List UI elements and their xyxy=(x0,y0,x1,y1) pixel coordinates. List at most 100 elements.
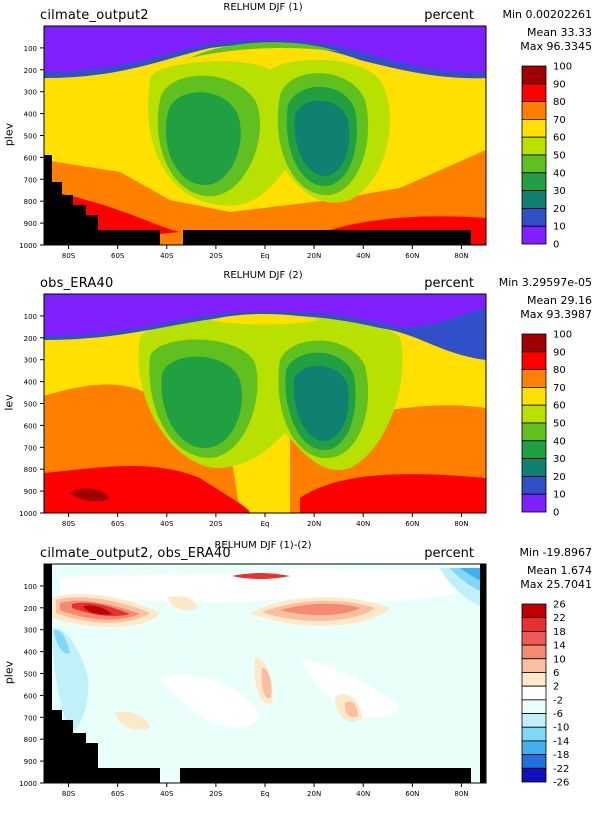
y-axis: 100 200 300 400 500 600 700 800 900 1000 xyxy=(19,583,44,788)
y-tick-label: 300 xyxy=(24,89,37,97)
colorbar-label: 100 xyxy=(553,330,572,341)
x-tick-label: 40N xyxy=(356,520,370,528)
x-tick-label: 20N xyxy=(307,252,321,260)
colorbar-label: -2 xyxy=(553,695,563,706)
colorbar-swatch xyxy=(521,172,547,192)
y-axis-title: plev xyxy=(2,660,16,685)
x-tick-label: 60S xyxy=(111,790,125,798)
y-tick-label: 400 xyxy=(24,111,37,119)
colorbar-label: 26 xyxy=(553,600,566,611)
y-tick-label: 800 xyxy=(24,466,37,474)
colorbar: 26 22 18 14 10 6 2 -2 -6 -10 -14 -18 -22 -26 xyxy=(521,600,569,789)
colorbar-swatch xyxy=(521,387,547,406)
colorbar-label: 0 xyxy=(553,240,559,251)
x-tick-label: 80N xyxy=(454,520,468,528)
y-tick-label: 700 xyxy=(24,176,37,184)
colorbar-label: 6 xyxy=(553,668,559,679)
colorbar-swatch xyxy=(521,440,547,460)
colorbar-label: -6 xyxy=(553,709,563,720)
stat-min: Min 3.29597e-05 xyxy=(498,276,592,289)
colorbar-swatch xyxy=(521,333,547,353)
colorbar-label: 40 xyxy=(553,436,566,447)
y-tick-label: 1000 xyxy=(19,242,37,250)
x-tick-label: 20N xyxy=(307,790,321,798)
contour-field xyxy=(44,294,486,513)
x-axis: 80S 60S 40S 20S Eq 20N 40N 60N 80N xyxy=(62,513,469,528)
colorbar-swatch xyxy=(521,767,547,783)
x-tick-label: Eq xyxy=(261,520,270,528)
panel-title-left: cilmate_output2 xyxy=(40,8,149,23)
panel-difference: 100 200 300 400 500 600 700 800 900 1000 80S 60S 40… xyxy=(0,538,606,806)
heatmap-plot-difference: 100 200 300 400 500 600 700 800 900 1000 80S 60S 40… xyxy=(19,563,569,798)
colorbar-label: 50 xyxy=(553,151,566,162)
stat-mean: Mean 29.16 xyxy=(527,294,592,307)
x-tick-label: Eq xyxy=(261,252,270,260)
stat-min: Min 0.00202261 xyxy=(502,8,593,21)
y-tick-label: 1000 xyxy=(19,780,37,788)
colorbar-label: 60 xyxy=(553,401,566,412)
y-tick-label: 300 xyxy=(24,357,37,365)
y-axis: 100 200 300 400 500 600 700 800 900 1000 xyxy=(19,313,44,518)
y-tick-label: 500 xyxy=(24,133,37,141)
colorbar-swatch xyxy=(521,83,547,103)
x-tick-label: 80S xyxy=(62,520,76,528)
x-tick-label: 60S xyxy=(111,520,125,528)
colorbar-label: 10 xyxy=(553,654,566,665)
x-tick-label: 80S xyxy=(62,790,76,798)
colorbar-swatch xyxy=(521,617,547,632)
panel-obs: 100 200 300 400 500 600 700 800 900 1000 80S 60S 40… xyxy=(0,268,606,536)
y-axis-title: plev xyxy=(2,122,16,147)
stat-min: Min -19.8967 xyxy=(519,546,592,559)
colorbar-swatch xyxy=(521,754,547,769)
colorbar-label: 2 xyxy=(553,682,559,693)
colorbar-label: 22 xyxy=(553,613,566,624)
x-tick-label: 20S xyxy=(209,252,223,260)
colorbar-label: 20 xyxy=(553,472,566,483)
y-tick-label: 900 xyxy=(24,220,37,228)
y-tick-label: 800 xyxy=(24,198,37,206)
colorbar-swatch xyxy=(521,422,547,442)
colorbar-swatch xyxy=(521,225,547,245)
stat-mean: Mean 1.674 xyxy=(527,564,592,577)
y-tick-label: 500 xyxy=(24,671,37,679)
colorbar-label: 30 xyxy=(553,186,566,197)
y-tick-label: 400 xyxy=(24,649,37,657)
colorbar-swatch xyxy=(521,65,547,85)
colorbar-label: 90 xyxy=(553,347,566,358)
colorbar-label: 10 xyxy=(553,222,566,233)
y-tick-label: 100 xyxy=(24,45,37,53)
stat-max: Max 93.3987 xyxy=(520,308,592,321)
colorbar-label: 90 xyxy=(553,79,566,90)
colorbar-swatch xyxy=(521,685,547,701)
contour-field xyxy=(44,564,486,783)
x-tick-label: 80S xyxy=(62,252,76,260)
colorbar-label: -14 xyxy=(553,736,569,747)
panel-title-left: obs_ERA40 xyxy=(40,276,114,291)
colorbar-label: 100 xyxy=(553,62,572,73)
x-axis: 80S 60S 40S 20S Eq 20N 40N 60N 80N xyxy=(62,245,469,260)
colorbar-label: 60 xyxy=(553,133,566,144)
colorbar-swatch xyxy=(521,493,547,513)
y-tick-label: 1000 xyxy=(19,510,37,518)
x-tick-label: 40S xyxy=(160,252,174,260)
y-tick-label: 900 xyxy=(24,758,37,766)
units-label: percent xyxy=(424,546,474,561)
colorbar-label: -10 xyxy=(553,723,569,734)
x-tick-label: 40S xyxy=(160,520,174,528)
x-tick-label: Eq xyxy=(261,790,270,798)
y-tick-label: 100 xyxy=(24,583,37,591)
units-label: percent xyxy=(424,8,474,23)
colorbar-label: -18 xyxy=(553,750,569,761)
colorbar-swatch xyxy=(521,740,547,756)
y-tick-label: 300 xyxy=(24,627,37,635)
colorbar-swatch xyxy=(521,154,547,174)
colorbar-label: 0 xyxy=(553,508,559,519)
colorbar-label: 30 xyxy=(553,454,566,465)
x-tick-label: 60N xyxy=(405,252,419,260)
colorbar-swatch xyxy=(521,726,547,742)
x-tick-label: 80N xyxy=(454,252,468,260)
colorbar-swatch xyxy=(521,136,547,156)
contour-field xyxy=(44,26,486,245)
